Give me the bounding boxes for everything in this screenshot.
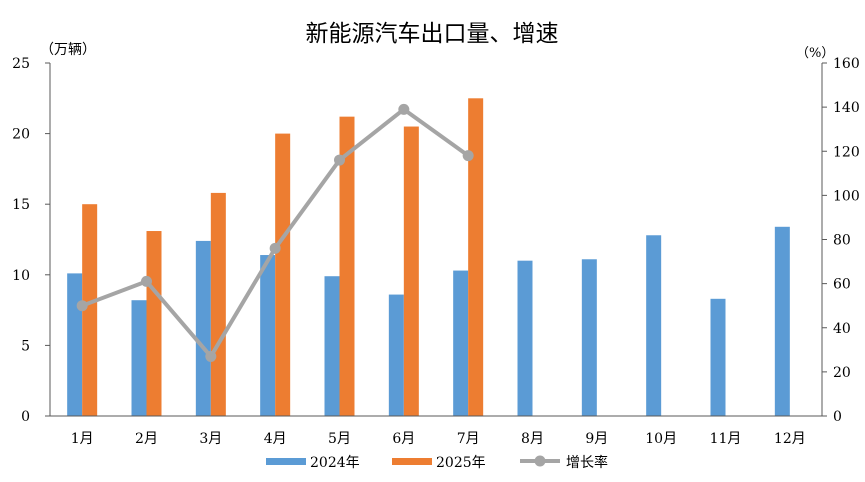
x-tick-label-5月: 5月 — [328, 431, 351, 447]
point-增长率-1月 — [76, 300, 88, 312]
x-tick-label-9月: 9月 — [585, 431, 608, 447]
right-tick-label-80: 80 — [833, 233, 851, 249]
right-axis-unit: （%） — [796, 46, 834, 61]
point-增长率-6月 — [398, 103, 410, 115]
bar-2024年-8月 — [517, 260, 533, 416]
right-tick-label-120: 120 — [833, 144, 860, 160]
x-tick-label-1月: 1月 — [71, 431, 94, 447]
bar-2025年-2月 — [146, 231, 162, 416]
legend-item-增长率: 增长率 — [520, 454, 608, 471]
right-tick-label-0: 0 — [833, 409, 842, 425]
bar-2024年-4月 — [260, 255, 276, 416]
bar-2024年-7月 — [453, 270, 469, 416]
line-layer — [76, 103, 474, 362]
bar-2024年-6月 — [388, 294, 404, 416]
left-axis-unit: （万辆） — [40, 42, 96, 58]
point-增长率-2月 — [141, 275, 152, 287]
bar-2024年-9月 — [581, 259, 597, 416]
x-tick-label-3月: 3月 — [199, 431, 222, 447]
bar-2025年-1月 — [82, 204, 98, 416]
x-tick-label-10月: 10月 — [645, 431, 677, 447]
bar-2025年-4月 — [275, 133, 291, 416]
bar-2025年-5月 — [339, 116, 355, 416]
bar-2024年-10月 — [646, 235, 662, 416]
x-tick-label-2月: 2月 — [135, 431, 158, 447]
legend-item-2024年: 2024年 — [266, 455, 360, 471]
left-tick-label-20: 20 — [12, 127, 30, 143]
bar-2024年-12月 — [774, 226, 790, 416]
legend: 2024年 2025年 增长率 — [266, 454, 608, 471]
legend-label-2024年: 2024年 — [310, 455, 360, 471]
legend-item-2025年: 2025年 — [392, 455, 486, 471]
x-tick-label-6月: 6月 — [392, 431, 415, 447]
x-tick-label-11月: 11月 — [710, 431, 742, 447]
x-tick-label-7月: 7月 — [457, 431, 480, 447]
legend-marker-增长率 — [534, 455, 546, 467]
bar-2025年-7月 — [468, 98, 484, 417]
point-增长率-7月 — [462, 150, 474, 162]
left-tick-label-5: 5 — [21, 338, 30, 354]
right-tick-label-100: 100 — [833, 188, 860, 204]
axes-layer: 0 5 10 15 20 25 0 20 40 60 80 100 120 140 160 1月 2月 3月 4月 5… — [12, 56, 860, 447]
point-增长率-5月 — [334, 154, 345, 166]
bar-2024年-3月 — [195, 240, 211, 416]
legend-label-2025年: 2025年 — [436, 455, 486, 471]
left-tick-label-15: 15 — [12, 197, 30, 213]
bar-2025年-3月 — [210, 192, 226, 416]
bar-2024年-5月 — [324, 276, 340, 416]
right-tick-label-60: 60 — [833, 277, 851, 293]
right-tick-label-140: 140 — [833, 100, 860, 116]
bar-2024年-2月 — [131, 300, 147, 416]
legend-label-增长率: 增长率 — [566, 454, 608, 471]
right-tick-label-160: 160 — [833, 56, 860, 72]
left-tick-label-10: 10 — [12, 268, 30, 284]
x-tick-label-4月: 4月 — [264, 431, 287, 447]
bar-2024年-1月 — [67, 273, 83, 416]
chart-title: 新能源汽车出口量、增速 — [306, 21, 559, 47]
point-增长率-4月 — [269, 242, 281, 254]
right-tick-label-20: 20 — [833, 365, 851, 381]
bar-2024年-11月 — [710, 298, 726, 416]
x-tick-label-8月: 8月 — [521, 431, 544, 447]
left-tick-label-25: 25 — [12, 56, 30, 72]
right-tick-label-40: 40 — [833, 321, 851, 337]
bars-layer — [67, 98, 790, 417]
legend-swatch-2024年 — [266, 458, 306, 465]
legend-swatch-2025年 — [392, 458, 432, 465]
left-tick-label-0: 0 — [21, 409, 30, 425]
bar-2025年-6月 — [403, 126, 419, 416]
x-tick-label-12月: 12月 — [774, 431, 806, 447]
point-增长率-3月 — [205, 350, 217, 362]
